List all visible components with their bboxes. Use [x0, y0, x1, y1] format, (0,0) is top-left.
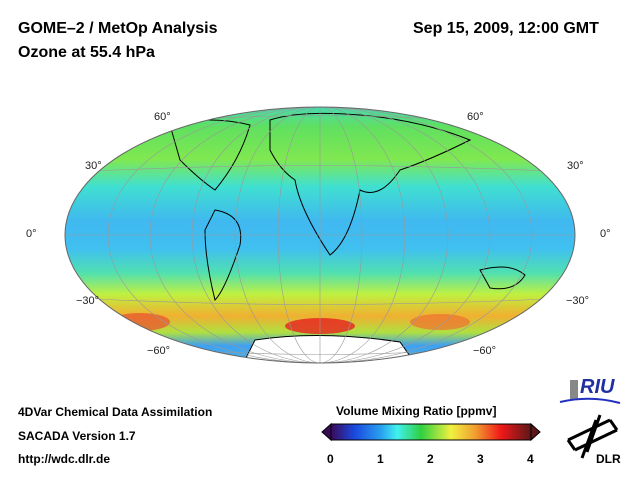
lat-label-30s-left: −30° [76, 295, 100, 307]
riu-logo-text: RIU [580, 376, 615, 398]
lat-label-30n-right: 30° [567, 160, 584, 172]
colorbar-tick-2: 2 [427, 452, 434, 466]
lat-label-60s-left: −60° [147, 345, 171, 357]
map-border [64, 106, 576, 364]
colorbar-tick-4: 4 [527, 452, 534, 466]
footer-line-2: SACADA Version 1.7 [18, 429, 136, 443]
map-subtitle: Ozone at 55.4 hPa [18, 44, 155, 61]
dlr-logo-text: DLR [596, 452, 621, 466]
colorbar [321, 422, 541, 442]
map-title: GOME–2 / MetOp Analysis [18, 20, 218, 37]
colorbar-tick-3: 3 [477, 452, 484, 466]
lat-label-30s-right: −30° [566, 295, 590, 307]
lat-label-30n-left: 30° [85, 160, 102, 172]
colorbar-gradient [330, 423, 532, 441]
eurasia-africa-outline [269, 112, 472, 256]
australia-outline [479, 266, 526, 290]
colorbar-title: Volume Mixing Ratio [ppmv] [336, 404, 497, 418]
colorbar-min-arrow [321, 422, 332, 442]
lat-label-60n-left: 60° [154, 111, 171, 123]
lat-label-60n-right: 60° [467, 111, 484, 123]
dlr-logo-icon [566, 414, 619, 459]
footer-line-1: 4DVar Chemical Data Assimilation [18, 405, 213, 419]
riu-logo-icon [559, 380, 621, 404]
footer-link[interactable]: http://wdc.dlr.de [18, 452, 110, 466]
colorbar-tick-0: 0 [327, 452, 334, 466]
colorbar-max-arrow [530, 422, 541, 442]
lat-label-eq-left: 0° [26, 228, 37, 240]
lat-label-eq-right: 0° [600, 228, 611, 240]
lat-label-60s-right: −60° [473, 345, 497, 357]
antarctica-outline [239, 334, 421, 363]
colorbar-tick-1: 1 [377, 452, 384, 466]
map-datetime: Sep 15, 2009, 12:00 GMT [413, 20, 599, 37]
